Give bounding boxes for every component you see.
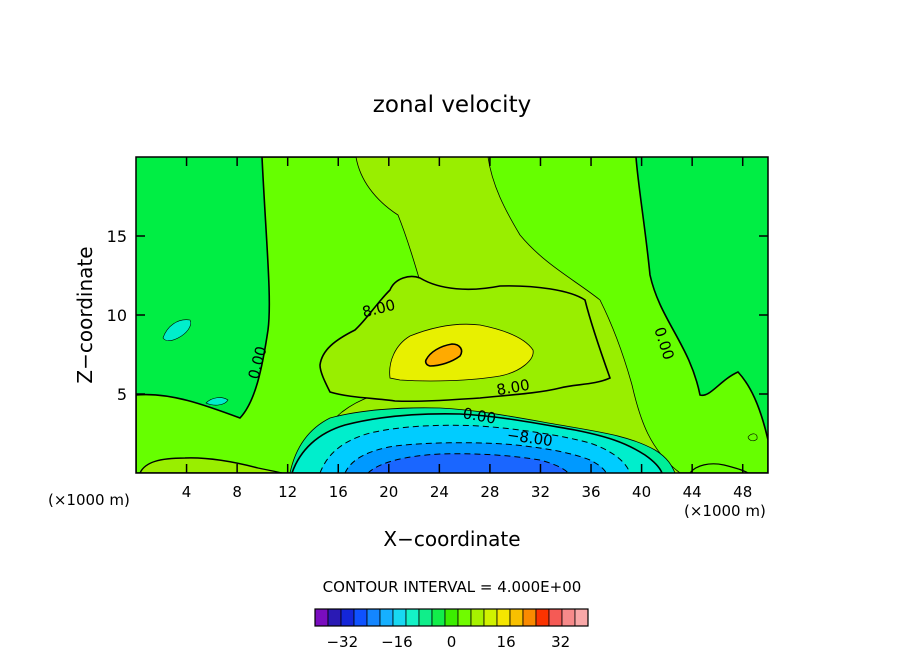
colorbar-swatch — [483, 608, 498, 627]
colorbar-swatch — [418, 608, 433, 627]
x-tick-label: 40 — [632, 483, 651, 501]
field-surface-band — [139, 457, 283, 473]
colorbar-swatch — [431, 608, 446, 627]
contour-interval-text: CONTOUR INTERVAL = 4.000E+00 — [323, 578, 582, 596]
field-surface-band-right — [689, 463, 750, 473]
y-axis-ticks: 5 10 15 — [107, 227, 768, 404]
colorbar-swatch — [535, 608, 550, 627]
x-axis-label: X−coordinate — [383, 527, 520, 551]
x-tick-label: 44 — [683, 483, 702, 501]
y-axis-label: Z−coordinate — [73, 246, 97, 383]
contour-label: 8.00 — [495, 376, 531, 400]
field-blob-left — [162, 319, 191, 341]
colorbar-swatch — [457, 608, 472, 627]
x-tick-label: 48 — [733, 483, 752, 501]
x-tick-label: 12 — [278, 483, 297, 501]
field-core-orange — [424, 343, 463, 367]
x-unit-right: (×1000 m) — [684, 502, 766, 520]
contour-label: 0.00 — [461, 404, 497, 428]
x-tick-label: 16 — [329, 483, 348, 501]
plot-area — [136, 157, 768, 473]
x-axis-ticks: 4 8 12 16 20 24 28 32 36 40 44 48 — [182, 157, 752, 501]
colorbar-swatch — [470, 608, 485, 627]
colorbar-swatch — [314, 608, 329, 627]
colorbar-tick-label: 32 — [551, 633, 570, 651]
field-blob-left-low — [205, 397, 229, 406]
colorbar-swatch — [405, 608, 420, 627]
colorbar-swatch — [366, 608, 381, 627]
field-blob-right — [747, 433, 758, 442]
colorbar-swatch — [327, 608, 342, 627]
colorbar-swatch — [496, 608, 511, 627]
x-tick-label: 36 — [581, 483, 600, 501]
colorbar-swatch — [392, 608, 407, 627]
colorbar-swatch — [574, 608, 589, 627]
y-tick-label: 5 — [117, 385, 127, 404]
colorbar-tick-label: −32 — [326, 633, 358, 651]
x-tick-label: 20 — [379, 483, 398, 501]
y-tick-label: 10 — [107, 306, 127, 325]
x-unit-left: (×1000 m) — [48, 491, 130, 509]
colorbar-swatch — [340, 608, 355, 627]
colorbar-tick-label: 16 — [497, 633, 516, 651]
colorbar-swatch — [353, 608, 368, 627]
x-tick-label: 32 — [531, 483, 550, 501]
colorbar — [314, 608, 589, 627]
x-tick-label: 8 — [232, 483, 242, 501]
colorbar-tick-labels: −32 −16 0 16 32 — [326, 633, 570, 651]
colorbar-swatch — [522, 608, 537, 627]
x-tick-label: 24 — [430, 483, 449, 501]
field-neg-4 — [367, 453, 569, 473]
x-tick-label: 28 — [480, 483, 499, 501]
colorbar-tick-label: 0 — [447, 633, 457, 651]
colorbar-tick-label: −16 — [381, 633, 413, 651]
colorbar-swatch — [548, 608, 563, 627]
colorbar-swatch — [509, 608, 524, 627]
colorbar-swatch — [444, 608, 459, 627]
colorbar-swatch — [561, 608, 576, 627]
chart-title: zonal velocity — [373, 92, 531, 118]
colorbar-frame — [314, 608, 589, 627]
colorbar-swatch — [379, 608, 394, 627]
x-tick-label: 4 — [182, 483, 192, 501]
y-tick-label: 15 — [107, 227, 127, 246]
